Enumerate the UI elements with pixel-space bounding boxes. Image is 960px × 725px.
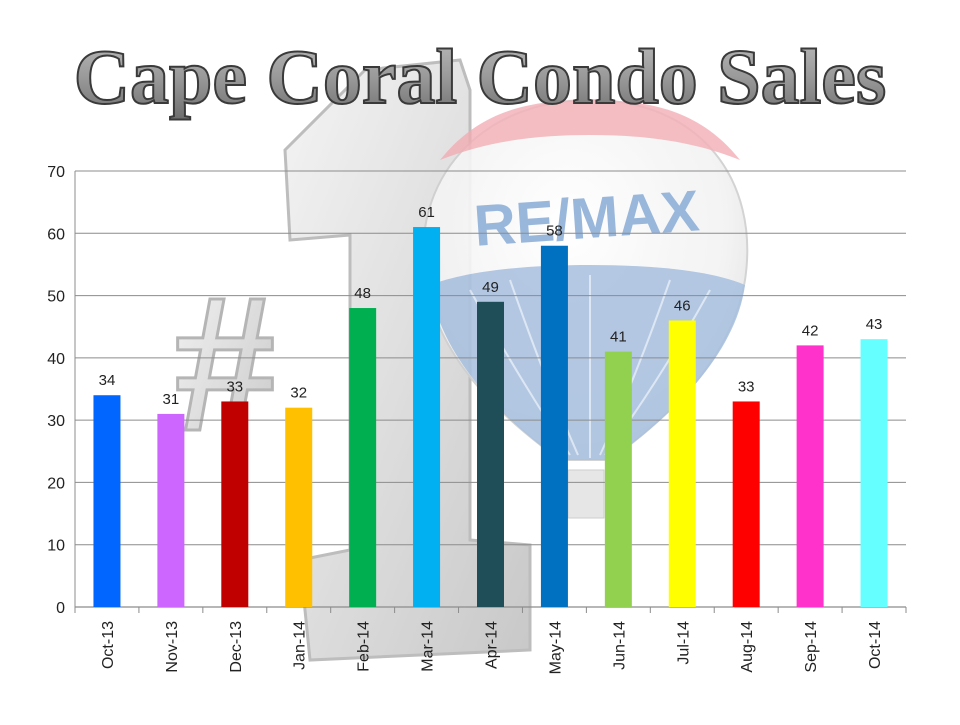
y-tick-label: 50 bbox=[47, 289, 65, 306]
data-label: 41 bbox=[610, 329, 627, 346]
bars bbox=[93, 227, 888, 608]
data-label: 49 bbox=[482, 279, 499, 296]
bar-mar-14 bbox=[413, 227, 441, 608]
x-tick-label: Sep-14 bbox=[803, 621, 820, 673]
x-tick-label: Dec-13 bbox=[228, 621, 245, 673]
x-tick-label: Jul-14 bbox=[675, 621, 692, 665]
x-tick-label: Aug-14 bbox=[739, 621, 756, 673]
bar-oct-14 bbox=[860, 339, 888, 607]
data-label: 32 bbox=[290, 385, 307, 402]
x-axis: Oct-13 Nov-13 Dec-13 Jan-14 Feb-14 Mar-14 Apr-… bbox=[74, 607, 907, 674]
bar-dec-13 bbox=[221, 401, 249, 607]
bar-jun-14 bbox=[604, 351, 632, 607]
bar-aug-14 bbox=[732, 401, 760, 607]
bar-nov-13 bbox=[157, 413, 185, 607]
bar-sep-14 bbox=[796, 345, 824, 607]
balloon-logo-text: RE/MAX bbox=[472, 178, 702, 259]
y-tick-label: 60 bbox=[47, 226, 65, 243]
bar-apr-14 bbox=[477, 301, 504, 607]
data-label: 43 bbox=[866, 316, 883, 333]
y-tick-label: 10 bbox=[47, 538, 65, 555]
data-label: 31 bbox=[163, 391, 180, 408]
x-tick-label: Nov-13 bbox=[164, 621, 181, 673]
data-label: 42 bbox=[802, 322, 819, 339]
data-label: 46 bbox=[674, 297, 691, 314]
data-label: 33 bbox=[738, 378, 755, 395]
bar-may-14 bbox=[540, 245, 568, 607]
x-tick-label: May-14 bbox=[547, 621, 564, 674]
x-tick-label: Jan-14 bbox=[292, 621, 309, 670]
data-label: 34 bbox=[99, 372, 116, 389]
balloon-logo-graphic: RE/MAX bbox=[422, 98, 749, 519]
x-tick-label: Jun-14 bbox=[611, 621, 628, 670]
y-tick-label: 0 bbox=[56, 600, 65, 617]
y-tick-label: 40 bbox=[47, 351, 65, 368]
data-label: 61 bbox=[418, 204, 435, 221]
x-tick-label: Oct-14 bbox=[867, 621, 884, 669]
y-tick-label: 70 bbox=[47, 164, 65, 181]
data-label: 33 bbox=[226, 378, 243, 395]
data-labels: 34 31 33 32 48 61 49 58 41 46 33 42 43 bbox=[99, 204, 883, 408]
y-axis: 0 10 20 30 40 50 60 70 bbox=[47, 164, 65, 617]
y-tick-label: 20 bbox=[47, 475, 65, 492]
bar-jan-14 bbox=[285, 407, 313, 607]
chart-title: Cape Coral Condo Sales bbox=[74, 33, 887, 120]
bar-jul-14 bbox=[668, 320, 696, 607]
x-tick-label: Mar-14 bbox=[420, 621, 437, 672]
x-tick-label: Oct-13 bbox=[100, 621, 117, 669]
bar-oct-13 bbox=[93, 395, 121, 607]
bar-feb-14 bbox=[349, 308, 377, 607]
x-tick-label: Apr-14 bbox=[484, 621, 501, 669]
data-label: 48 bbox=[354, 285, 371, 302]
data-label: 58 bbox=[546, 223, 563, 240]
y-tick-label: 30 bbox=[47, 413, 65, 430]
x-tick-label: Feb-14 bbox=[356, 621, 373, 672]
hash-glyph: # bbox=[175, 253, 275, 474]
